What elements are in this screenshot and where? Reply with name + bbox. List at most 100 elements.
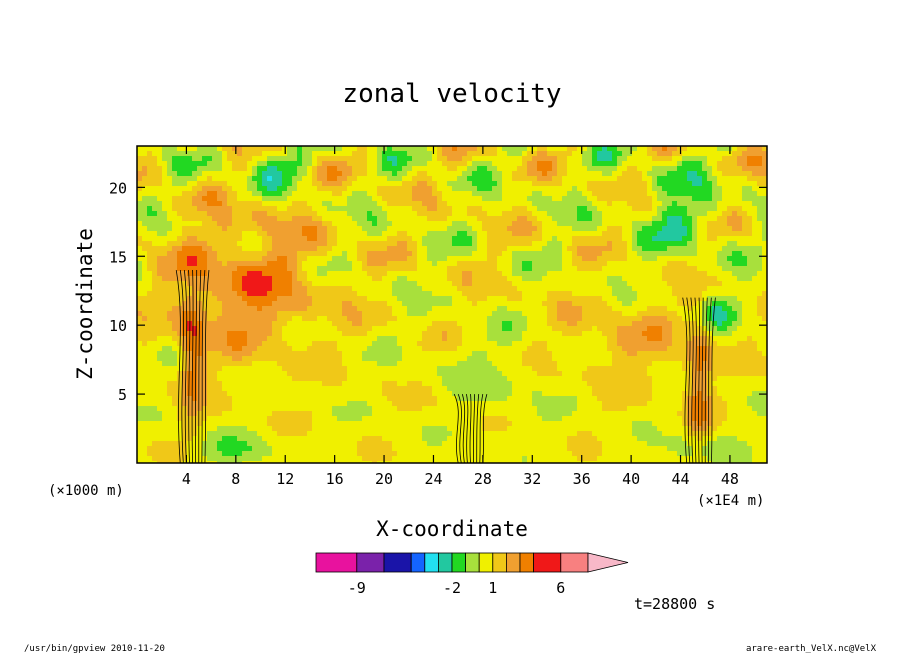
field-cell-187 [442, 151, 448, 157]
field-cell-1127 [732, 186, 738, 192]
field-cell-2638 [727, 246, 733, 252]
field-cell-556 [397, 166, 403, 172]
field-cell-3521 [732, 281, 738, 287]
field-cell-4133 [642, 306, 648, 312]
field-cell-574 [487, 166, 493, 172]
field-cell-2950 [397, 261, 403, 267]
field-cell-1290 [287, 196, 293, 202]
field-cell-1573 [442, 206, 448, 212]
field-cell-692 [447, 171, 453, 177]
field-cell-889 [172, 181, 178, 187]
field-cell-2010 [737, 221, 743, 227]
field-cell-2203 [442, 231, 448, 237]
field-cell-2378 [687, 236, 693, 242]
field-cell-3874 [607, 296, 613, 302]
field-cell-3274 [757, 271, 763, 277]
field-cell-1256 [747, 191, 753, 197]
field-cell-2973 [512, 261, 518, 267]
field-cell-2057 [342, 226, 348, 232]
field-cell-3318 [347, 276, 353, 282]
field-cell-4562 [267, 326, 273, 332]
field-cell-453 [512, 161, 518, 167]
field-cell-1324 [457, 196, 463, 202]
field-cell-573 [482, 166, 488, 172]
field-cell-1181 [372, 191, 378, 197]
field-cell-538 [307, 166, 313, 172]
field-cell-4660 [757, 326, 763, 332]
field-cell-277 [262, 156, 268, 162]
field-cell-2216 [507, 231, 513, 237]
field-cell-1387 [142, 201, 148, 207]
field-cell-3073 [382, 266, 388, 272]
field-cell-1177 [352, 191, 358, 197]
field-cell-343 [592, 156, 598, 162]
field-cell-915 [302, 181, 308, 187]
field-cell-3594 [467, 286, 473, 292]
field-cell-2922 [257, 261, 263, 267]
field-cell-2039 [252, 226, 258, 232]
field-cell-4888 [637, 336, 643, 342]
field-cell-4482 [497, 321, 503, 327]
field-cell-4897 [682, 336, 688, 342]
field-cell-4136 [657, 306, 663, 312]
field-cell-4727 [462, 331, 468, 337]
field-cell-568 [457, 166, 463, 172]
field-cell-3846 [467, 296, 473, 302]
field-cell-941 [432, 181, 438, 187]
field-cell-2125 [682, 226, 688, 232]
field-cell-4233 [512, 311, 518, 317]
field-cell-2074 [427, 226, 433, 232]
field-cell-4185 [272, 311, 278, 317]
field-cell-4838 [387, 336, 393, 342]
field-cell-314 [447, 156, 453, 162]
field-cell-891 [182, 181, 188, 187]
field-cell-252 [137, 156, 143, 162]
field-cell-2551 [292, 246, 298, 252]
field-cell-2501 [672, 241, 678, 247]
field-cell-1990 [637, 221, 643, 227]
field-cell-4989 [512, 341, 518, 347]
field-cell-167 [342, 151, 348, 157]
field-cell-2420 [267, 241, 273, 247]
field-cell-742 [697, 171, 703, 177]
field-cell-3065 [342, 266, 348, 272]
field-cell-203 [522, 151, 528, 157]
field-cell-734 [657, 171, 663, 177]
field-cell-1840 [517, 216, 523, 222]
field-cell-2635 [712, 246, 718, 252]
field-cell-2728 [547, 251, 553, 257]
field-cell-327 [512, 156, 518, 162]
field-cell-1211 [522, 191, 528, 197]
field-cell-2403 [182, 241, 188, 247]
field-cell-3993 [572, 301, 578, 307]
field-cell-108 [677, 146, 683, 152]
field-cell-2088 [497, 226, 503, 232]
field-cell-1244 [687, 191, 693, 197]
field-cell-4932 [227, 341, 233, 347]
field-cell-2863 [592, 256, 598, 262]
field-cell-2929 [292, 261, 298, 267]
field-cell-2775 [152, 256, 158, 262]
field-cell-3735 [542, 291, 548, 297]
field-cell-1512 [137, 206, 143, 212]
field-cell-3653 [762, 286, 767, 292]
field-cell-2220 [527, 231, 533, 237]
field-cell-3773 [732, 291, 738, 297]
field-cell-2377 [682, 236, 688, 242]
field-cell-3342 [467, 276, 473, 282]
field-cell-494 [717, 161, 723, 167]
field-cell-3991 [562, 301, 568, 307]
field-cell-1765 [142, 216, 148, 222]
field-cell-3931 [262, 301, 268, 307]
field-cell-173 [372, 151, 378, 157]
field-cell-4069 [322, 306, 328, 312]
field-cell-4978 [457, 341, 463, 347]
field-cell-969 [572, 181, 578, 187]
field-cell-2818 [367, 256, 373, 262]
field-cell-2376 [677, 236, 683, 242]
field-cell-1223 [582, 191, 588, 197]
field-cell-401 [252, 161, 258, 167]
field-cell-370 [727, 156, 733, 162]
field-cell-4503 [602, 321, 608, 327]
